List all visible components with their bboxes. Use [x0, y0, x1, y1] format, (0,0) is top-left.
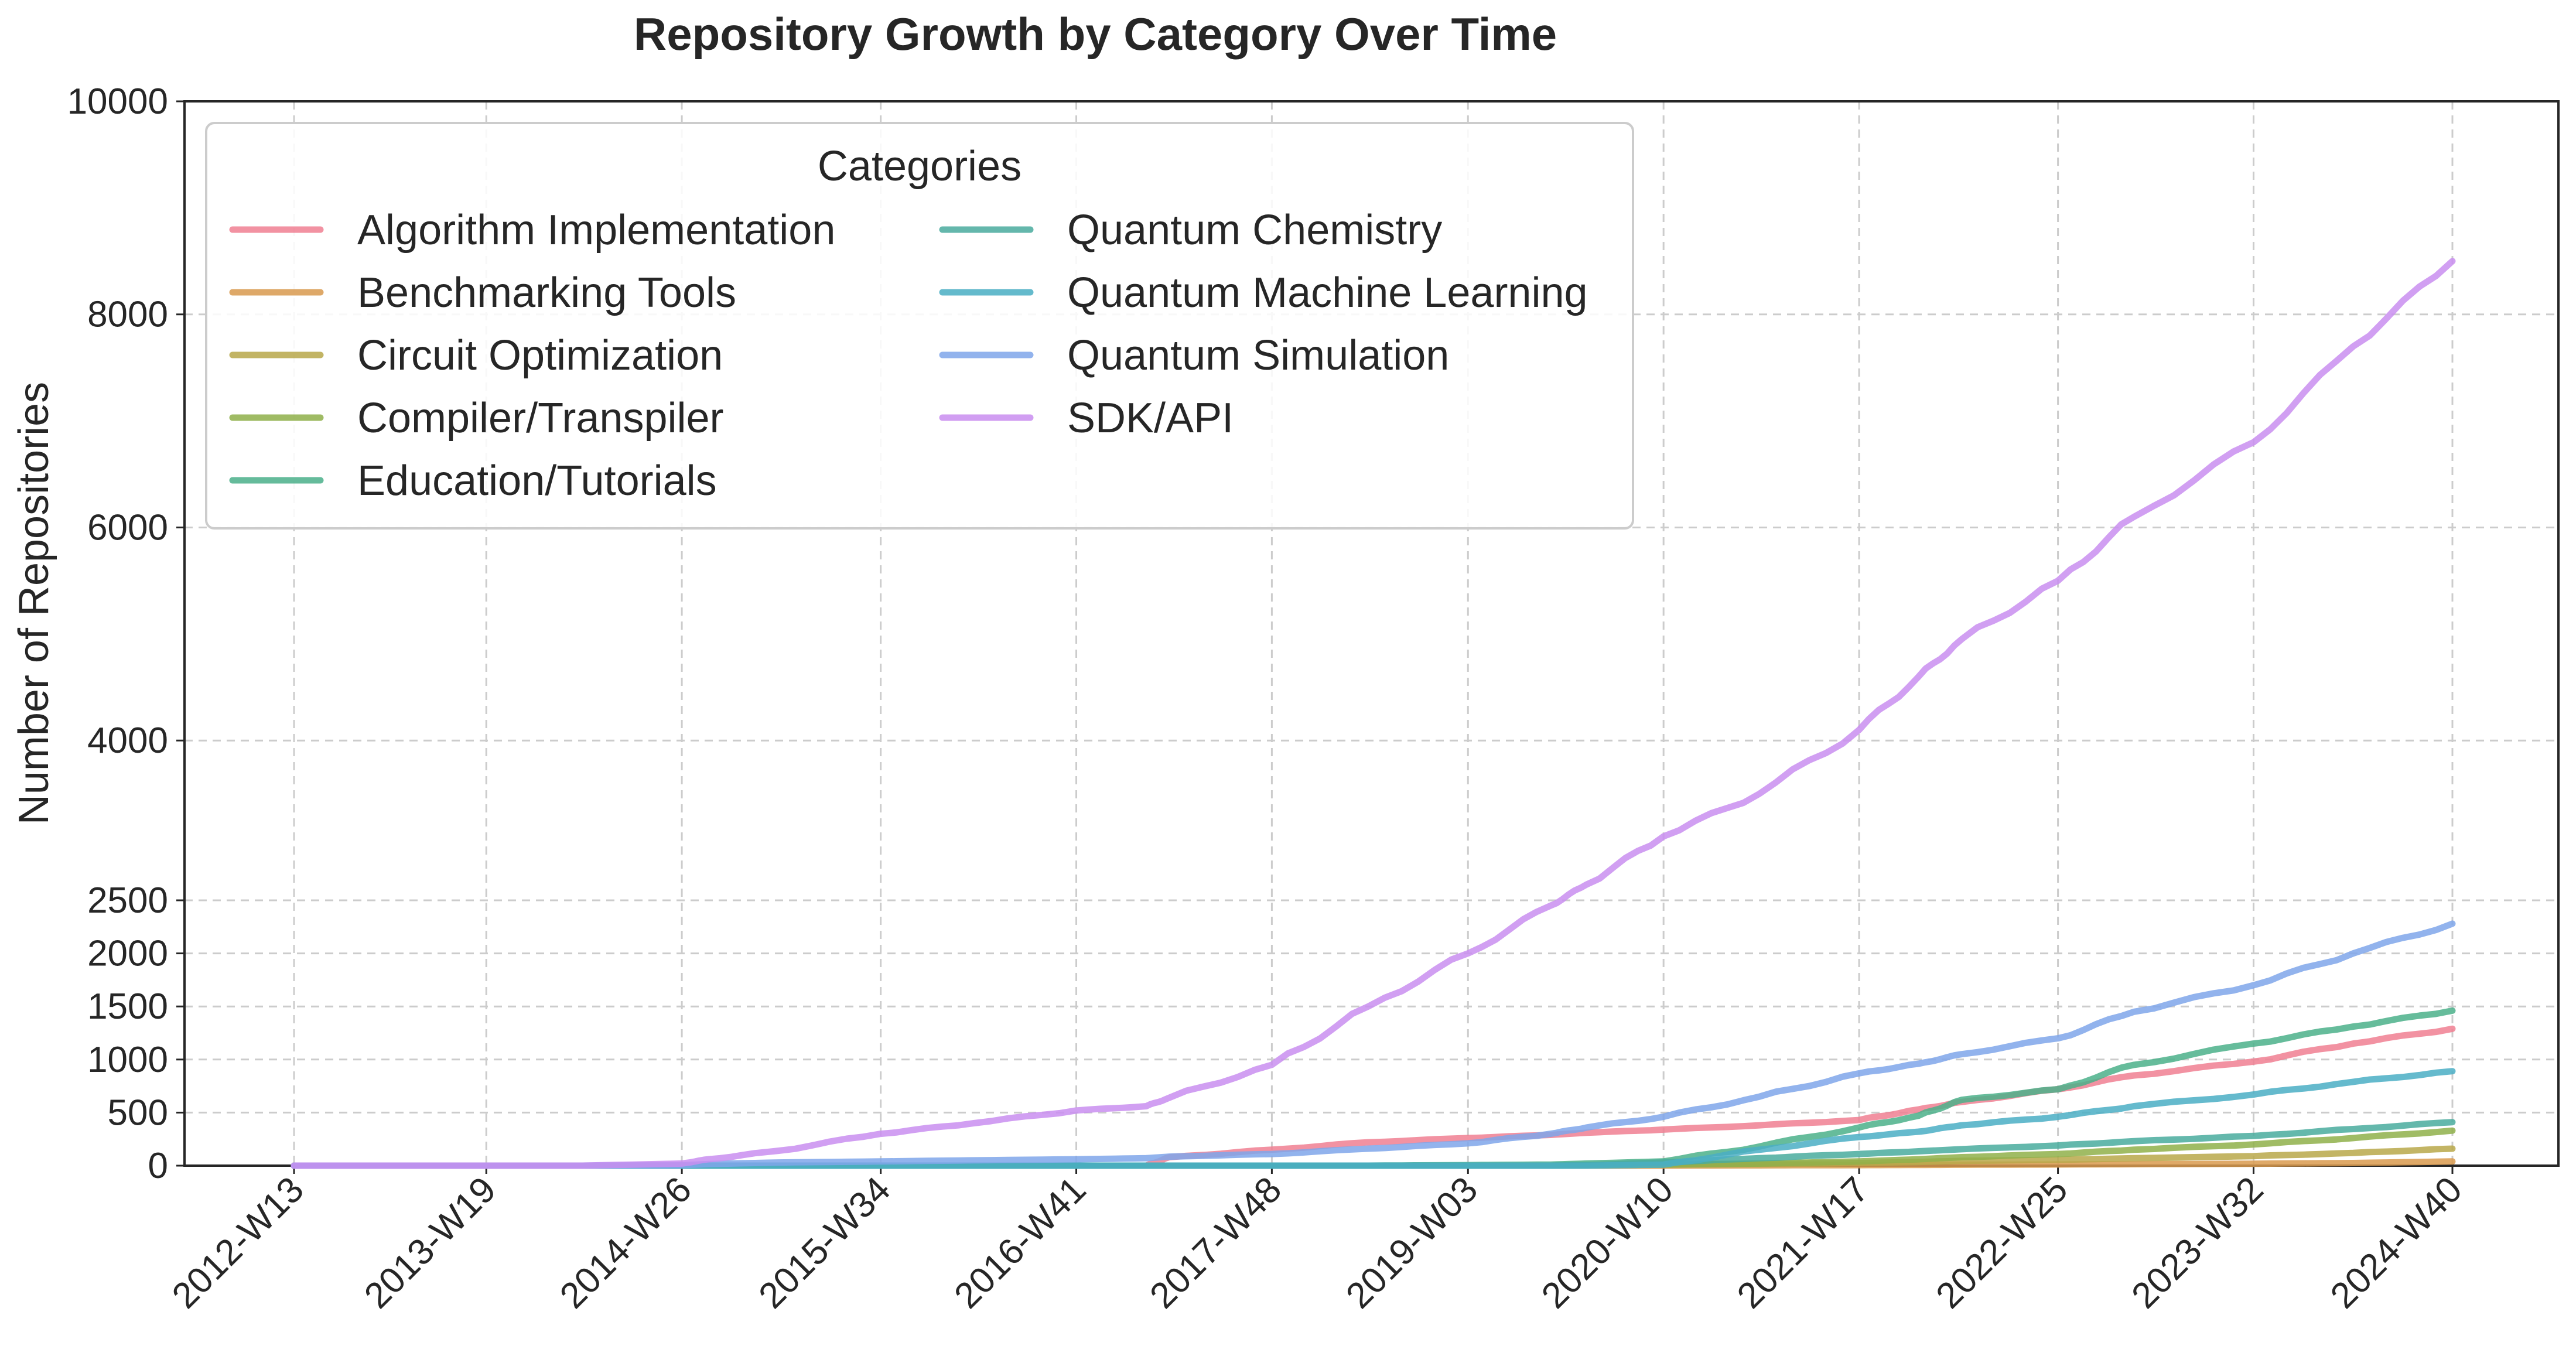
y-tick-label: 8000	[87, 295, 168, 335]
legend-entry-label: Quantum Machine Learning	[1067, 269, 1588, 316]
legend-title: Categories	[818, 143, 1021, 190]
legend-entry-label: Circuit Optimization	[357, 332, 723, 379]
legend-box	[205, 122, 1634, 530]
y-tick-label: 1500	[87, 986, 168, 1027]
y-tick-label: 0	[148, 1146, 168, 1186]
y-tick-label: 500	[108, 1092, 168, 1133]
legend-entry-label: Compiler/Transpiler	[357, 395, 724, 442]
chart-title: Repository Growth by Category Over Time	[634, 8, 1557, 60]
y-tick-label: 4000	[87, 720, 168, 761]
y-tick-label: 2500	[87, 880, 168, 921]
legend-entry-label: Benchmarking Tools	[357, 269, 736, 316]
series-lines	[291, 258, 2456, 1169]
legend-entry-label: Quantum Simulation	[1067, 332, 1449, 379]
y-tick-label: 1000	[87, 1040, 168, 1080]
y-axis-label: Number of Repositories	[11, 382, 57, 825]
gridlines	[185, 101, 2558, 1166]
y-tick-label: 2000	[87, 934, 168, 974]
series-line	[291, 258, 2456, 1169]
legend: Categories Algorithm Implementation Benchm…	[205, 122, 1634, 530]
legend-entry-label: Algorithm Implementation	[357, 207, 835, 254]
y-tick-label: 6000	[87, 507, 168, 548]
legend-entry-label: SDK/API	[1067, 395, 1234, 442]
y-tick-label: 10000	[67, 81, 168, 122]
legend-entry-label: Education/Tutorials	[357, 457, 717, 504]
legend-entry-label: Quantum Chemistry	[1067, 207, 1442, 254]
